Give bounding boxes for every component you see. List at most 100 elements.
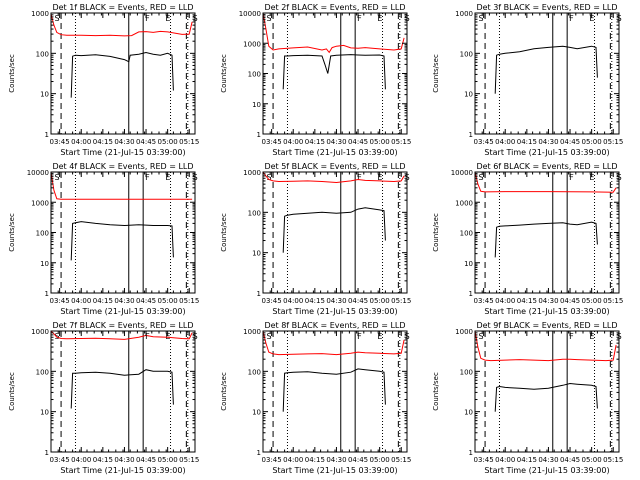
events-series-line xyxy=(282,368,386,412)
x-tick-label: 03:45 xyxy=(262,456,282,464)
phase-label: F xyxy=(145,14,150,23)
x-axis-label: Start Time (21-Jul-15 03:39:00) xyxy=(484,148,609,157)
y-tick-label: 1000 xyxy=(455,328,473,336)
x-tick-label: 04:30 xyxy=(538,138,558,146)
x-tick-label: 05:15 xyxy=(179,138,199,146)
y-tick-label: 100 xyxy=(248,209,261,217)
panel-7: Det 7f BLACK = Events, RED = LLD Counts/s… xyxy=(8,321,199,475)
lld-series-line xyxy=(262,171,405,184)
x-tick-label: 04:30 xyxy=(114,138,134,146)
panel-title: Det 1f BLACK = Events, RED = LLD xyxy=(52,3,193,12)
y-tick-label: 1000 xyxy=(243,328,261,336)
phase-label: E xyxy=(165,173,170,182)
y-tick-label: 1 xyxy=(469,290,473,298)
y-tick-label: 10 xyxy=(464,91,473,99)
y-tick-label: 100 xyxy=(460,368,473,376)
x-tick-label: 04:15 xyxy=(305,297,325,305)
panel-8: Det 8f BLACK = Events, RED = LLD Counts/s… xyxy=(220,321,411,475)
y-axis-label: Counts/sec xyxy=(220,372,228,411)
lld-series-line xyxy=(262,12,405,54)
panel-title: Det 8f BLACK = Events, RED = LLD xyxy=(264,321,405,330)
y-axis-label: Counts/sec xyxy=(220,54,228,93)
x-tick-label: 03:45 xyxy=(474,456,494,464)
phase-label: F xyxy=(357,332,362,341)
y-tick-label: 1 xyxy=(45,131,49,139)
x-tick-label: 05:15 xyxy=(603,138,623,146)
y-axis-label: Counts/sec xyxy=(8,54,16,93)
events-series-line xyxy=(70,221,174,261)
x-tick-label: 04:00 xyxy=(495,456,515,464)
y-tick-label: 1000 xyxy=(31,199,49,207)
lld-series-line xyxy=(474,171,617,193)
y-tick-label: 10 xyxy=(464,260,473,268)
x-tick-label: 04:45 xyxy=(136,297,156,305)
x-tick-label: 04:15 xyxy=(93,138,113,146)
events-series-line xyxy=(70,369,174,409)
x-tick-label: 04:45 xyxy=(348,456,368,464)
y-tick-label: 10000 xyxy=(27,169,49,177)
panel-title: Det 9f BLACK = Events, RED = LLD xyxy=(476,321,617,330)
phase-label: F xyxy=(145,173,150,182)
panel-6: Det 6f BLACK = Events, RED = LLD Counts/s… xyxy=(432,162,623,316)
x-tick-label: 04:30 xyxy=(114,456,134,464)
x-axis-label: Start Time (21-Jul-15 03:39:00) xyxy=(60,307,185,316)
y-tick-label: 1 xyxy=(469,131,473,139)
x-tick-label: 04:15 xyxy=(93,456,113,464)
x-tick-label: 04:15 xyxy=(517,138,537,146)
lld-series-line xyxy=(50,171,193,200)
phase-label: E xyxy=(589,332,594,341)
phase-label: S xyxy=(54,332,59,341)
y-axis-label: Counts/sec xyxy=(220,213,228,252)
phase-label: F xyxy=(145,332,150,341)
x-tick-label: 04:30 xyxy=(114,297,134,305)
x-tick-label: 05:15 xyxy=(179,297,199,305)
phase-label: E xyxy=(589,14,594,23)
y-axis-label: Counts/sec xyxy=(432,213,440,252)
x-tick-label: 04:00 xyxy=(283,138,303,146)
x-tick-label: 04:00 xyxy=(71,297,91,305)
y-tick-label: 100 xyxy=(460,230,473,238)
panel-4: Det 4f BLACK = Events, RED = LLD Counts/s… xyxy=(8,162,199,316)
x-tick-label: 04:30 xyxy=(538,456,558,464)
y-tick-label: 100 xyxy=(248,71,261,79)
x-tick-label: 05:15 xyxy=(603,297,623,305)
phase-label: S xyxy=(478,14,483,23)
phase-label: E xyxy=(377,14,382,23)
x-tick-label: 05:15 xyxy=(391,456,411,464)
x-tick-label: 04:45 xyxy=(136,138,156,146)
x-tick-label: 05:00 xyxy=(582,297,602,305)
y-tick-label: 10000 xyxy=(239,10,261,18)
y-tick-label: 1000 xyxy=(31,328,49,336)
y-tick-label: 100 xyxy=(36,230,49,238)
x-tick-label: 04:15 xyxy=(517,297,537,305)
events-series-line xyxy=(494,45,598,94)
y-tick-label: 10 xyxy=(464,409,473,417)
x-tick-label: 05:15 xyxy=(179,456,199,464)
y-tick-label: 1000 xyxy=(243,40,261,48)
panel-title: Det 2f BLACK = Events, RED = LLD xyxy=(264,3,405,12)
x-tick-label: 04:00 xyxy=(283,456,303,464)
x-tick-label: 03:45 xyxy=(262,138,282,146)
x-tick-label: 04:15 xyxy=(93,297,113,305)
x-tick-label: 03:45 xyxy=(262,297,282,305)
y-tick-label: 10 xyxy=(252,101,261,109)
x-tick-label: 03:45 xyxy=(474,138,494,146)
x-tick-label: 05:00 xyxy=(158,138,178,146)
panel-5: Det 5f BLACK = Events, RED = LLD Counts/s… xyxy=(220,162,411,316)
y-tick-label: 100 xyxy=(248,368,261,376)
x-tick-label: 05:00 xyxy=(158,297,178,305)
events-series-line xyxy=(494,382,598,412)
x-tick-label: 04:00 xyxy=(283,297,303,305)
x-axis-label: Start Time (21-Jul-15 03:39:00) xyxy=(60,466,185,475)
lld-series-line xyxy=(474,330,617,362)
x-tick-label: 04:00 xyxy=(71,138,91,146)
x-tick-label: 05:15 xyxy=(391,297,411,305)
panel-title: Det 3f BLACK = Events, RED = LLD xyxy=(476,3,617,12)
x-tick-label: 04:45 xyxy=(348,138,368,146)
events-series-line xyxy=(494,221,598,258)
phase-label: E xyxy=(165,14,170,23)
phase-label: E xyxy=(589,173,594,182)
x-tick-label: 03:45 xyxy=(50,456,70,464)
y-tick-label: 1 xyxy=(45,290,49,298)
